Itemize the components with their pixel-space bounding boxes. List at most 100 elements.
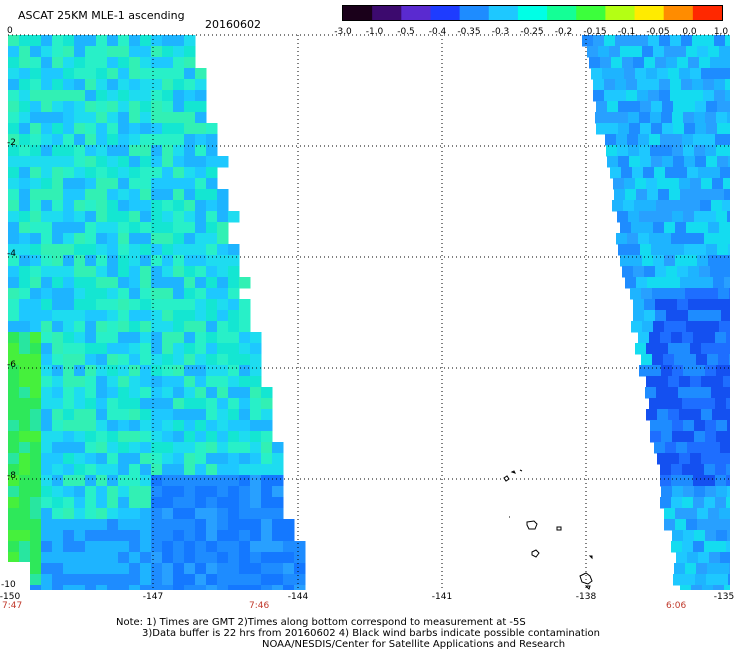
swath-cell bbox=[162, 233, 174, 245]
swath-cell bbox=[85, 585, 97, 590]
swath-cell bbox=[41, 299, 53, 311]
swath-cell bbox=[107, 178, 119, 190]
swath-cell bbox=[639, 365, 651, 377]
swath-cell bbox=[151, 156, 163, 168]
swath-cell bbox=[712, 409, 724, 421]
swath-cell bbox=[19, 354, 31, 366]
swath-cell bbox=[63, 398, 75, 410]
swath-cell bbox=[294, 563, 306, 575]
swath-cell bbox=[686, 508, 698, 520]
swath-cell bbox=[173, 90, 185, 102]
swath-cell bbox=[140, 35, 152, 47]
colorbar-tick-label: -0.4 bbox=[428, 27, 447, 37]
swath-cell bbox=[250, 574, 262, 586]
swath-cell bbox=[85, 563, 97, 575]
swath-cell bbox=[151, 189, 163, 201]
swath-cell bbox=[151, 233, 163, 245]
swath-cell bbox=[52, 233, 64, 245]
swath-cell bbox=[118, 200, 130, 212]
swath-cell bbox=[722, 200, 730, 212]
swath-cell bbox=[63, 574, 75, 586]
swath-cell bbox=[173, 365, 185, 377]
swath-cell bbox=[19, 79, 31, 91]
swath-cell bbox=[162, 475, 174, 487]
swath-cell bbox=[30, 541, 42, 553]
swath-cell bbox=[668, 68, 680, 80]
swath-cell bbox=[85, 541, 97, 553]
swath-cell bbox=[173, 398, 185, 410]
swath-cell bbox=[52, 123, 64, 135]
swath-cell bbox=[107, 134, 119, 146]
swath-cell bbox=[8, 101, 20, 113]
swath-cell bbox=[162, 299, 174, 311]
swath-cell bbox=[715, 475, 727, 487]
swath-cell bbox=[162, 244, 174, 256]
swath-cell bbox=[107, 497, 119, 509]
swath-cell bbox=[184, 101, 196, 113]
swath-cell bbox=[52, 167, 64, 179]
swath-cell bbox=[683, 420, 695, 432]
swath-cell bbox=[250, 541, 262, 553]
swath-cell bbox=[668, 409, 680, 421]
swath-cell bbox=[41, 79, 53, 91]
swath-cell bbox=[107, 420, 119, 432]
swath-cell bbox=[74, 431, 86, 443]
swath-cell bbox=[631, 255, 643, 267]
swath-cell bbox=[228, 277, 240, 289]
swath-cell bbox=[661, 420, 673, 432]
swath-cell bbox=[118, 57, 130, 69]
swath-cell bbox=[184, 464, 196, 476]
swath-cell bbox=[52, 453, 64, 465]
swath-cell bbox=[96, 79, 108, 91]
swath-cell bbox=[30, 497, 42, 509]
swath-cell bbox=[195, 200, 207, 212]
swath-cell bbox=[184, 244, 196, 256]
swath-cell bbox=[195, 332, 207, 344]
swath-cell bbox=[74, 288, 86, 300]
swath-cell bbox=[129, 189, 141, 201]
swath-cell bbox=[685, 563, 697, 575]
swath-cell bbox=[702, 585, 714, 590]
swath-cell bbox=[41, 46, 53, 58]
swath-cell bbox=[8, 46, 20, 58]
swath-cell bbox=[620, 46, 632, 58]
swath-cell bbox=[96, 46, 108, 58]
swath-cell bbox=[723, 453, 730, 465]
swath-cell bbox=[666, 57, 678, 69]
swath-cell bbox=[651, 123, 663, 135]
swath-cell bbox=[173, 409, 185, 421]
swath-cell bbox=[74, 541, 86, 553]
swath-cell bbox=[140, 310, 152, 322]
y-axis-label: -10 bbox=[1, 580, 16, 590]
swath-cell bbox=[8, 57, 20, 69]
swath-cell bbox=[118, 431, 130, 443]
swath-cell bbox=[184, 167, 196, 179]
swath-cell bbox=[674, 288, 686, 300]
swath-cell bbox=[19, 475, 31, 487]
swath-cell bbox=[728, 156, 730, 168]
swath-cell bbox=[118, 563, 130, 575]
swath-cell bbox=[52, 299, 64, 311]
swath-cell bbox=[8, 464, 20, 476]
swath-cell bbox=[711, 387, 723, 399]
swath-cell bbox=[74, 145, 86, 157]
swath-cell bbox=[129, 68, 141, 80]
swath-cell bbox=[679, 68, 691, 80]
swath-cell bbox=[239, 277, 251, 289]
swath-cell bbox=[118, 574, 130, 586]
swath-cell bbox=[30, 376, 42, 388]
swath-cell bbox=[30, 68, 42, 80]
swath-cell bbox=[118, 167, 130, 179]
swath-cell bbox=[118, 222, 130, 234]
swath-cell bbox=[63, 321, 75, 333]
swath-cell bbox=[692, 79, 704, 91]
swath-cell bbox=[19, 277, 31, 289]
swath-cell bbox=[8, 189, 20, 201]
swath-cell bbox=[151, 35, 163, 47]
swath-cell bbox=[695, 123, 707, 135]
swath-cell bbox=[52, 35, 64, 47]
swath-cell bbox=[107, 585, 119, 590]
swath-cell bbox=[654, 442, 666, 454]
swath-cell bbox=[107, 244, 119, 256]
swath-cell bbox=[129, 365, 141, 377]
